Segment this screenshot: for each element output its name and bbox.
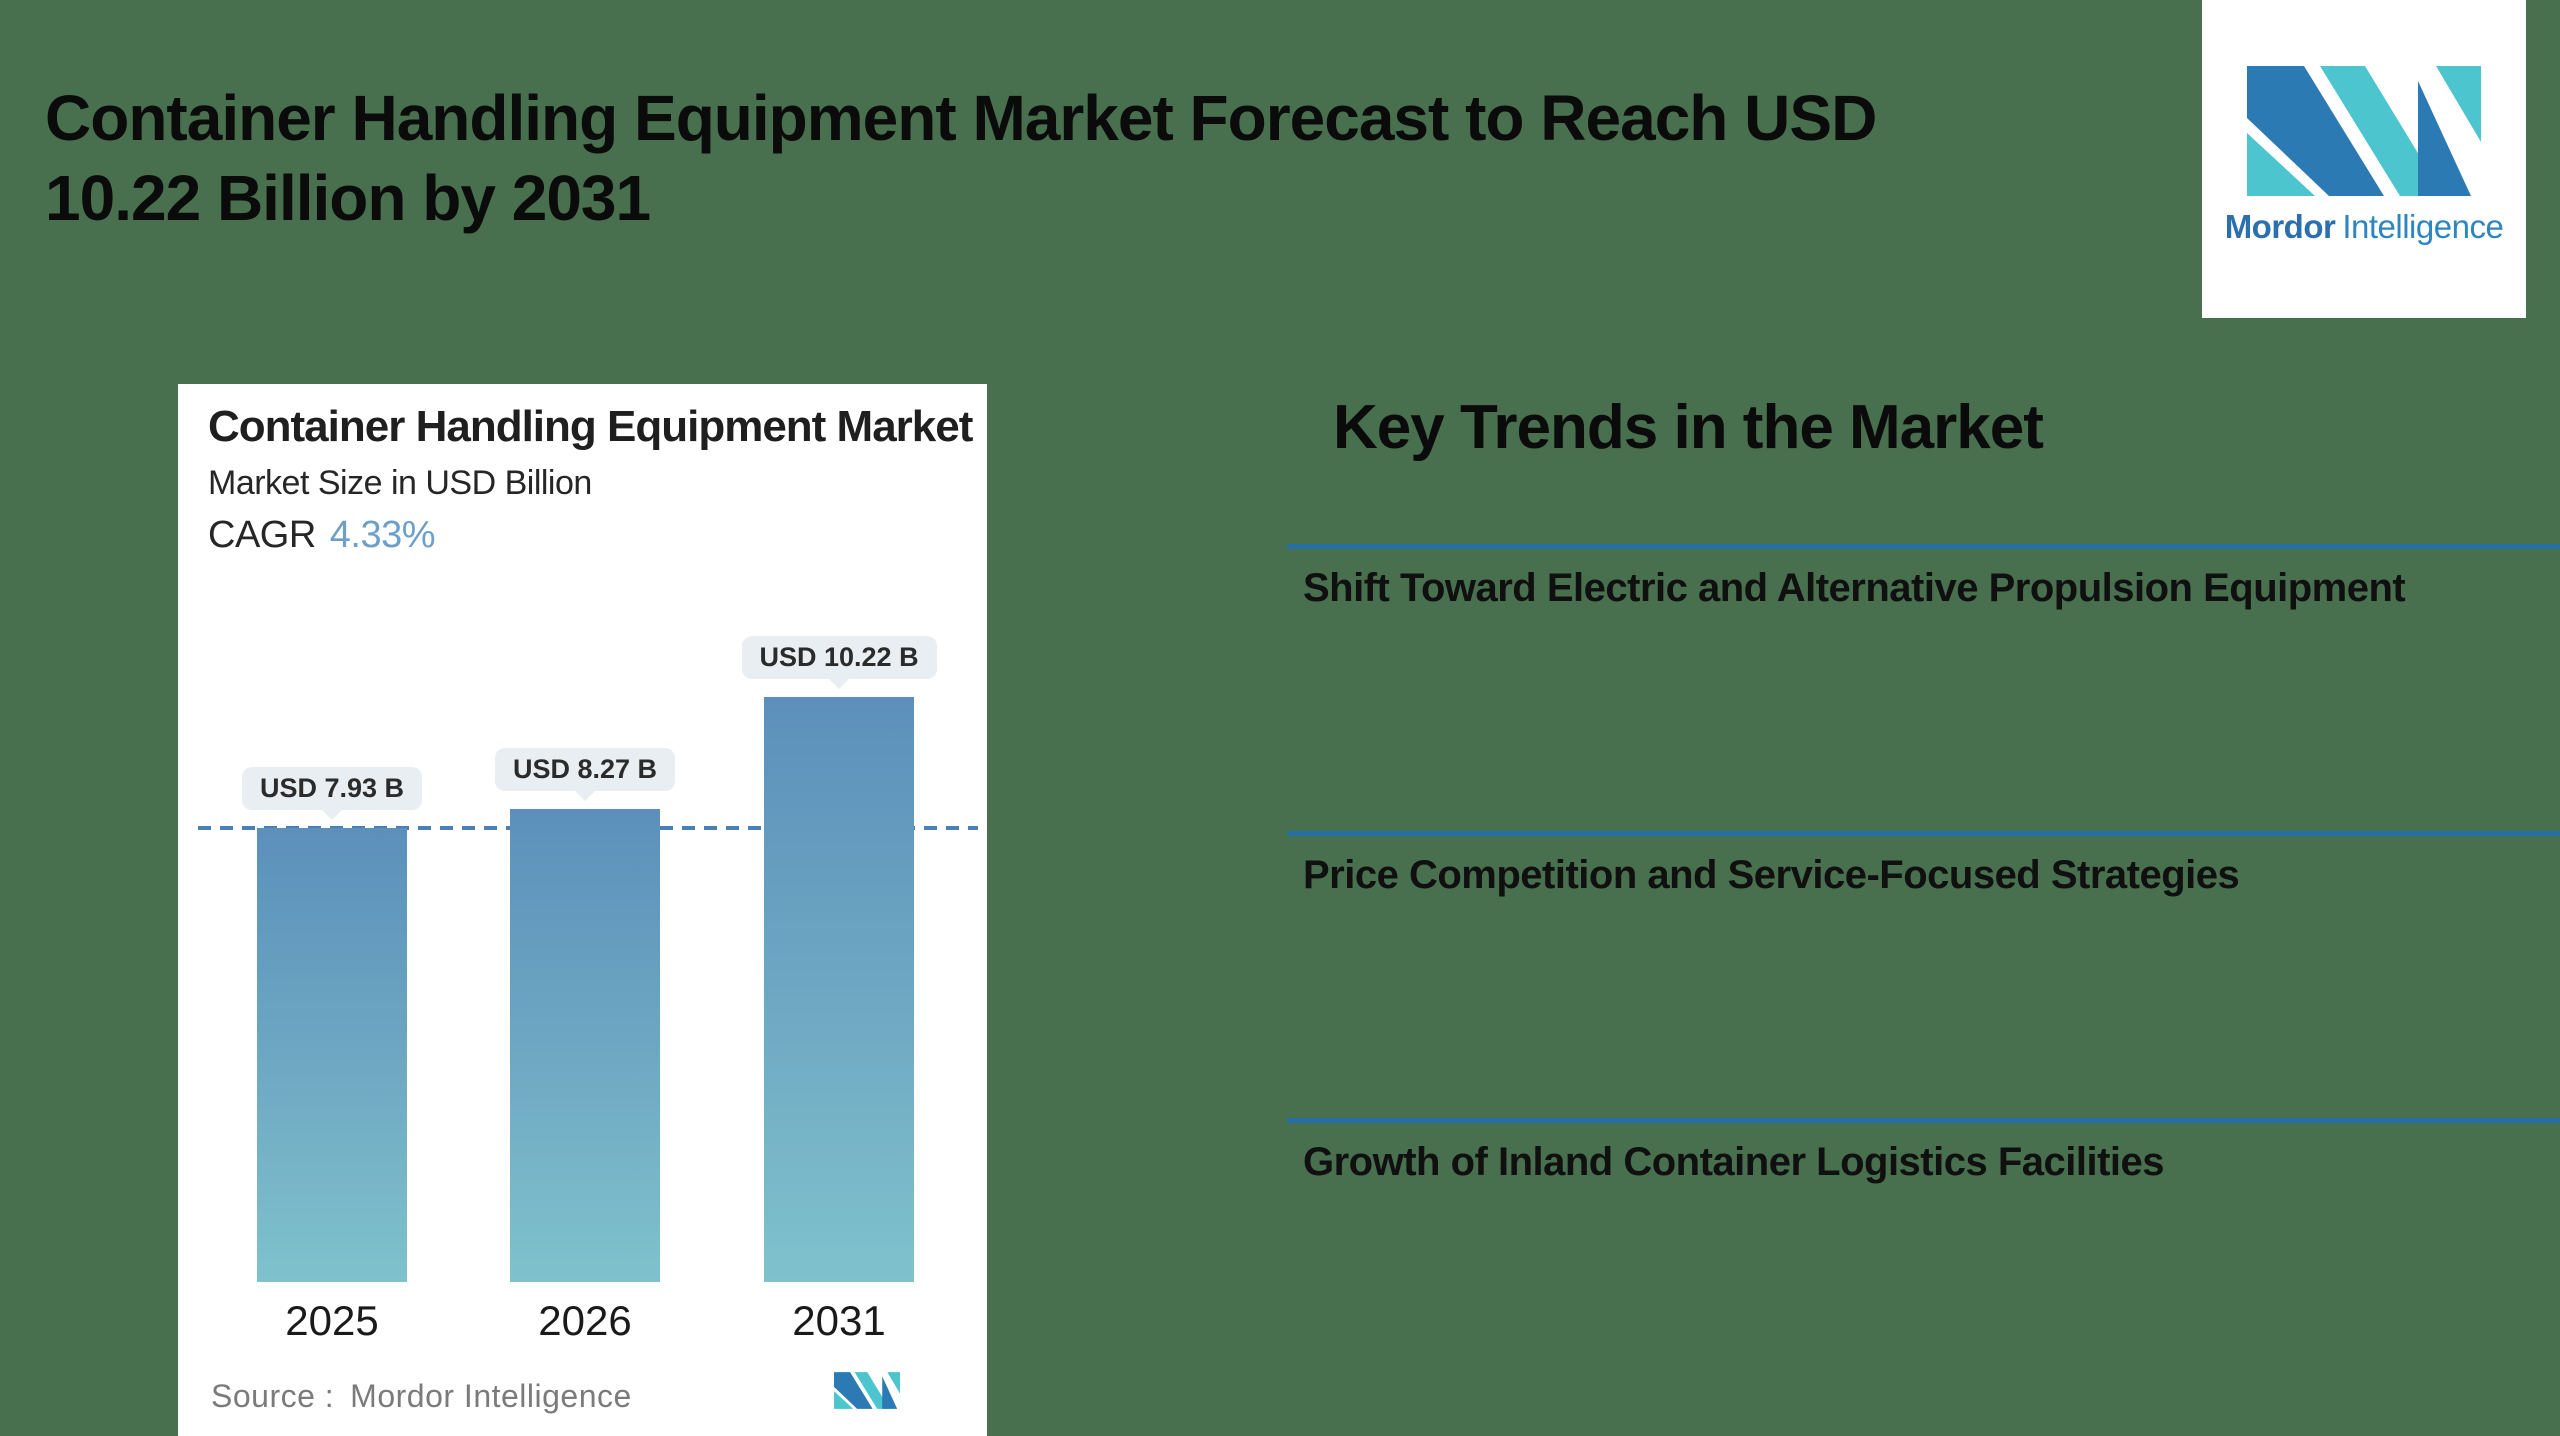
value-tooltip-2025: USD 7.93 B [242, 767, 423, 811]
trend-label: Price Competition and Service-Focused St… [1303, 853, 2240, 897]
cagr-label: CAGR [208, 514, 316, 556]
mordor-intelligence-mini-logo-icon [834, 1372, 900, 1409]
trend-separator-line [1287, 1118, 2560, 1123]
bar-2025 [257, 828, 407, 1282]
trend-section-1: Shift Toward Electric and Alternative Pr… [1287, 544, 2560, 744]
year-label-2025: 2025 [285, 1297, 379, 1344]
page-title-line1: Container Handling Equipment Market Fore… [45, 82, 1877, 154]
source-row: Source : Mordor Intelligence [211, 1378, 632, 1415]
brand-wordmark: Mordor Intelligence [2225, 208, 2504, 246]
trend-label: Growth of Inland Container Logistics Fac… [1303, 1140, 2165, 1184]
value-tooltip-2026: USD 8.27 B [495, 747, 676, 791]
page-title: Container Handling Equipment Market Fore… [45, 78, 2145, 238]
trend-section-3: Growth of Inland Container Logistics Fac… [1287, 1118, 2560, 1318]
trend-separator-line [1287, 544, 2560, 549]
source-label: Source : [211, 1378, 335, 1414]
trend-section-2: Price Competition and Service-Focused St… [1287, 831, 2560, 1031]
bar-2031 [764, 697, 914, 1282]
key-trends-list: Shift Toward Electric and Alternative Pr… [1287, 0, 2560, 1436]
cagr-value: 4.33% [329, 514, 436, 556]
value-tooltip-2031: USD 10.22 B [741, 636, 937, 680]
key-trends-heading: Key Trends in the Market [1333, 393, 2044, 462]
bar-2026 [510, 808, 660, 1282]
brand-name-bold: Mordor [2224, 208, 2336, 245]
page-title-line2: 10.22 Billion by 2031 [45, 162, 651, 234]
chart-subtitle: Market Size in USD Billion [208, 464, 592, 502]
mordor-intelligence-logo-icon [2247, 66, 2481, 196]
source-value: Mordor Intelligence [350, 1378, 632, 1414]
bar-chart: USD 7.93 B 2025 USD 8.27 B 2026 USD 10.22 B 2… [178, 384, 987, 1436]
year-label-2026: 2026 [538, 1297, 632, 1344]
chart-card: Container Handling Equipment Market Mark… [178, 384, 987, 1436]
trend-label: Shift Toward Electric and Alternative Pr… [1303, 566, 2406, 610]
chart-title: Container Handling Equipment Market [208, 402, 973, 451]
trend-separator-line [1287, 831, 2560, 836]
brand-name-light: Intelligence [2342, 208, 2504, 245]
cagr-row: CAGR 4.33% [208, 514, 436, 557]
brand-logo: Mordor Intelligence [2202, 0, 2526, 318]
year-label-2031: 2031 [792, 1297, 886, 1344]
